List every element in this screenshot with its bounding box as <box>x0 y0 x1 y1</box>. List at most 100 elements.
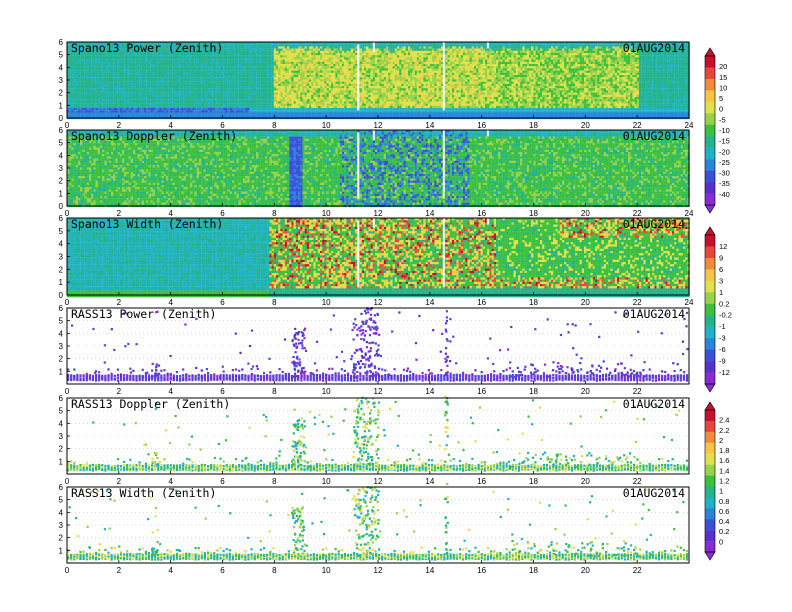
heatmap-cell <box>129 68 131 70</box>
heatmap-cell <box>179 104 181 106</box>
heatmap-cell <box>272 77 274 79</box>
heatmap-cell <box>274 75 276 77</box>
heatmap-cell <box>109 106 111 108</box>
heatmap-cell <box>80 68 82 70</box>
heatmap-cell <box>159 82 161 84</box>
heatmap-cell <box>93 68 95 70</box>
heatmap-cell <box>109 84 111 86</box>
heatmap-cell <box>203 60 205 62</box>
heatmap-cell <box>263 46 265 48</box>
heatmap-cell <box>111 84 113 86</box>
heatmap-cell <box>256 55 258 57</box>
heatmap-cell <box>230 75 232 77</box>
heatmap-cell <box>69 84 71 86</box>
heatmap-cell <box>245 106 247 108</box>
heatmap-cell <box>104 57 106 59</box>
heatmap-cell <box>78 79 80 81</box>
heatmap-cell <box>71 62 73 64</box>
heatmap-cell <box>223 44 225 46</box>
heatmap-cell <box>234 57 236 59</box>
heatmap-cell <box>192 71 194 73</box>
heatmap-cell <box>261 66 263 68</box>
heatmap-cell <box>300 95 302 97</box>
heatmap-cell <box>113 62 115 64</box>
heatmap-cell <box>225 51 227 53</box>
heatmap-cell <box>131 101 133 103</box>
heatmap-cell <box>287 77 289 79</box>
heatmap-cell <box>230 82 232 84</box>
heatmap-cell <box>192 112 194 114</box>
heatmap-cell <box>236 75 238 77</box>
heatmap-cell <box>104 101 106 103</box>
heatmap-cell <box>126 84 128 86</box>
heatmap-cell <box>232 95 234 97</box>
heatmap-cell <box>91 112 93 114</box>
heatmap-cell <box>258 108 260 110</box>
heatmap-cell <box>164 68 166 70</box>
heatmap-cell <box>228 84 230 86</box>
heatmap-cell <box>241 68 243 70</box>
heatmap-cell <box>272 46 274 48</box>
heatmap-cell <box>82 55 84 57</box>
heatmap-cell <box>272 73 274 75</box>
heatmap-cell <box>283 93 285 95</box>
heatmap-cell <box>250 97 252 99</box>
heatmap-cell <box>78 82 80 84</box>
heatmap-cell <box>144 62 146 64</box>
heatmap-cell <box>186 97 188 99</box>
heatmap-cell <box>203 77 205 79</box>
heatmap-cell <box>157 97 159 99</box>
heatmap-cell <box>111 73 113 75</box>
heatmap-cell <box>210 95 212 97</box>
heatmap-cell <box>78 93 80 95</box>
heatmap-cell <box>76 88 78 90</box>
heatmap-cell <box>144 73 146 75</box>
heatmap-cell <box>162 108 164 110</box>
heatmap-cell <box>166 110 168 112</box>
heatmap-cell <box>265 115 267 117</box>
heatmap-cell <box>206 82 208 84</box>
heatmap-cell <box>91 110 93 112</box>
heatmap-cell <box>131 79 133 81</box>
heatmap-cell <box>225 44 227 46</box>
heatmap-cell <box>124 86 126 88</box>
heatmap-cell <box>223 71 225 73</box>
heatmap-cell <box>144 112 146 114</box>
heatmap-cell <box>87 84 89 86</box>
heatmap-cell <box>74 77 76 79</box>
heatmap-cell <box>129 112 131 114</box>
heatmap-cell <box>153 97 155 99</box>
heatmap-cell <box>234 73 236 75</box>
heatmap-cell <box>170 77 172 79</box>
heatmap-cell <box>85 88 87 90</box>
heatmap-cell <box>76 77 78 79</box>
heatmap-cell <box>181 68 183 70</box>
heatmap-cell <box>82 106 84 108</box>
heatmap-cell <box>175 106 177 108</box>
heatmap-cell <box>179 99 181 101</box>
heatmap-cell <box>285 88 287 90</box>
heatmap-cell <box>69 62 71 64</box>
heatmap-cell <box>113 66 115 68</box>
heatmap-cell <box>124 99 126 101</box>
heatmap-cell <box>272 95 274 97</box>
heatmap-cell <box>296 95 298 97</box>
heatmap-cell <box>232 60 234 62</box>
heatmap-cell <box>80 88 82 90</box>
heatmap-cell <box>144 90 146 92</box>
heatmap-cell <box>294 93 296 95</box>
heatmap-cell <box>109 112 111 114</box>
heatmap-cell <box>302 82 304 84</box>
heatmap-cell <box>179 77 181 79</box>
heatmap-cell <box>144 86 146 88</box>
heatmap-cell <box>267 75 269 77</box>
heatmap-cell <box>278 95 280 97</box>
heatmap-cell <box>142 112 144 114</box>
heatmap-cell <box>181 79 183 81</box>
heatmap-cell <box>280 64 282 66</box>
heatmap-cell <box>148 71 150 73</box>
heatmap-cell <box>210 73 212 75</box>
heatmap-cell <box>232 77 234 79</box>
heatmap-cell <box>197 97 199 99</box>
heatmap-cell <box>197 75 199 77</box>
